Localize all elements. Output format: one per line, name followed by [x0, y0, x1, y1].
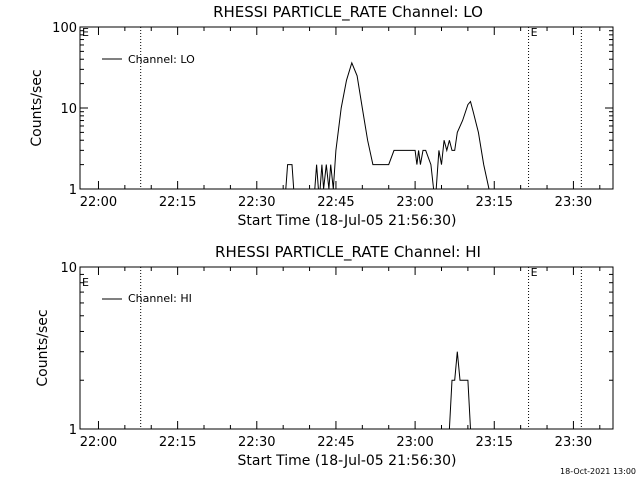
chart-panel-lo: RHESSI PARTICLE_RATE Channel: LO Counts/… [29, 3, 614, 229]
edge-label: E [82, 276, 89, 289]
y-tick-label: 1 [69, 183, 77, 198]
x-tick-label: 22:30 [238, 435, 275, 450]
x-tick-label: 23:15 [476, 435, 513, 450]
y-tick-label: 10 [60, 102, 77, 117]
y-tick-label: 100 [52, 21, 77, 36]
plot-frame [79, 26, 614, 190]
y-axis-label: Counts/sec [29, 69, 45, 146]
y-tick-label: 1 [69, 423, 77, 438]
marker-label: E [531, 26, 538, 39]
edge-label: E [82, 26, 89, 39]
x-tick-label: 23:30 [555, 195, 592, 210]
y-axis-label: Counts/sec [35, 309, 51, 386]
series-line [285, 61, 490, 190]
timestamp: 18-Oct-2021 13:00 [560, 467, 636, 476]
plot-frame [79, 266, 614, 430]
x-tick-label: 22:45 [317, 195, 354, 210]
chart-title: RHESSI PARTICLE_RATE Channel: HI [215, 243, 481, 262]
x-tick-label: 22:00 [80, 195, 117, 210]
chart-panel-hi: RHESSI PARTICLE_RATE Channel: HI Counts/… [35, 243, 614, 469]
x-axis-label: Start Time (18-Jul-05 21:56:30) [237, 213, 456, 229]
x-tick-label: 23:00 [396, 435, 433, 450]
x-tick-label: 23:00 [396, 195, 433, 210]
series-line [448, 351, 471, 430]
x-tick-label: 22:15 [159, 435, 196, 450]
marker-label: E [531, 266, 538, 279]
x-tick-label: 22:45 [317, 435, 354, 450]
y-tick-label: 10 [60, 261, 77, 276]
x-tick-label: 23:30 [555, 435, 592, 450]
x-tick-label: 22:15 [159, 195, 196, 210]
x-tick-label: 22:30 [238, 195, 275, 210]
x-tick-label: 23:15 [476, 195, 513, 210]
x-axis-label: Start Time (18-Jul-05 21:56:30) [237, 453, 456, 469]
legend-label: Channel: LO [128, 53, 195, 66]
legend-label: Channel: HI [128, 292, 192, 305]
chart-title: RHESSI PARTICLE_RATE Channel: LO [213, 3, 483, 22]
x-tick-label: 22:00 [80, 435, 117, 450]
